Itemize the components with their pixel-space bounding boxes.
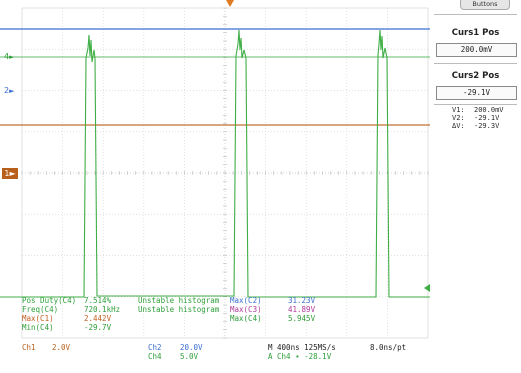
cursor-panel: Buttons Curs1 Pos 200.0mV Curs2 Pos -29.… [430, 0, 521, 369]
curs2-title: Curs2 Pos [451, 71, 500, 81]
v1-readout: V1: 200.0mV [452, 106, 504, 114]
measurement-min-c4: Min(C4) -29.7V [22, 323, 112, 332]
ch1-scale[interactable]: Ch1 2.0V [22, 343, 71, 352]
timebase-readout[interactable]: M 400ns 125MS/s [268, 343, 336, 352]
panel-divider [434, 14, 517, 15]
ch4-scale[interactable]: Ch4 5.0V [148, 352, 199, 361]
ch1-marker[interactable]: 1► [2, 168, 18, 179]
graticule-grid [21, 7, 429, 339]
trigger-level-arrow [424, 284, 430, 292]
measurement-col1: Pos Duty(C4) 7.514% Freq(C4) 720.1kHz Max(… [22, 296, 120, 332]
curs2-position-field[interactable]: -29.1V [436, 86, 517, 100]
ch4-marker[interactable]: 4► [4, 52, 15, 61]
v2-readout: V2: -29.1V [452, 114, 500, 122]
cursor-readout: V1: 200.0mV V2: -29.1V ΔV: -29.3V [452, 106, 504, 130]
measurement-histogram-1: Unstable histogram [138, 296, 220, 305]
ch4-trace [0, 29, 430, 298]
measurement-histogram-2: Unstable histogram [138, 305, 220, 314]
measurement-max-c1: Max(C1) 2.442V [22, 314, 112, 323]
measurement-col3: Max(C2) 31.23V Max(C3) 41.89V Max(C4) 5.945… [230, 296, 315, 323]
measurement-max-c4: Max(C4) 5.945V [230, 314, 316, 323]
ch2-marker[interactable]: 2► [4, 86, 15, 95]
panel-divider [434, 63, 517, 64]
curs1-position-field[interactable]: 200.0mV [436, 43, 517, 57]
resolution-readout: 8.0ns/pt [370, 343, 407, 352]
buttons-tab[interactable]: Buttons [460, 0, 510, 10]
delta-v-readout: ΔV: -29.3V [452, 122, 500, 130]
ch2-scale[interactable]: Ch2 20.0V [148, 343, 203, 352]
trigger-readout[interactable]: A Ch4 ∙ -28.1V [268, 352, 332, 361]
measurement-col2: Unstable histogram Unstable histogram [138, 296, 219, 314]
measurement-freq: Freq(C4) 720.1kHz [22, 305, 121, 314]
measurement-pos-duty: Pos Duty(C4) 7.514% [22, 296, 112, 305]
panel-divider [434, 104, 517, 105]
measurement-max-c2: Max(C2) 31.23V [230, 296, 316, 305]
trigger-position-marker [226, 0, 234, 7]
measurement-max-c3: Max(C3) 41.89V [230, 305, 316, 314]
curs1-title: Curs1 Pos [451, 28, 500, 38]
waveform-display [0, 0, 430, 369]
status-area [0, 345, 430, 369]
